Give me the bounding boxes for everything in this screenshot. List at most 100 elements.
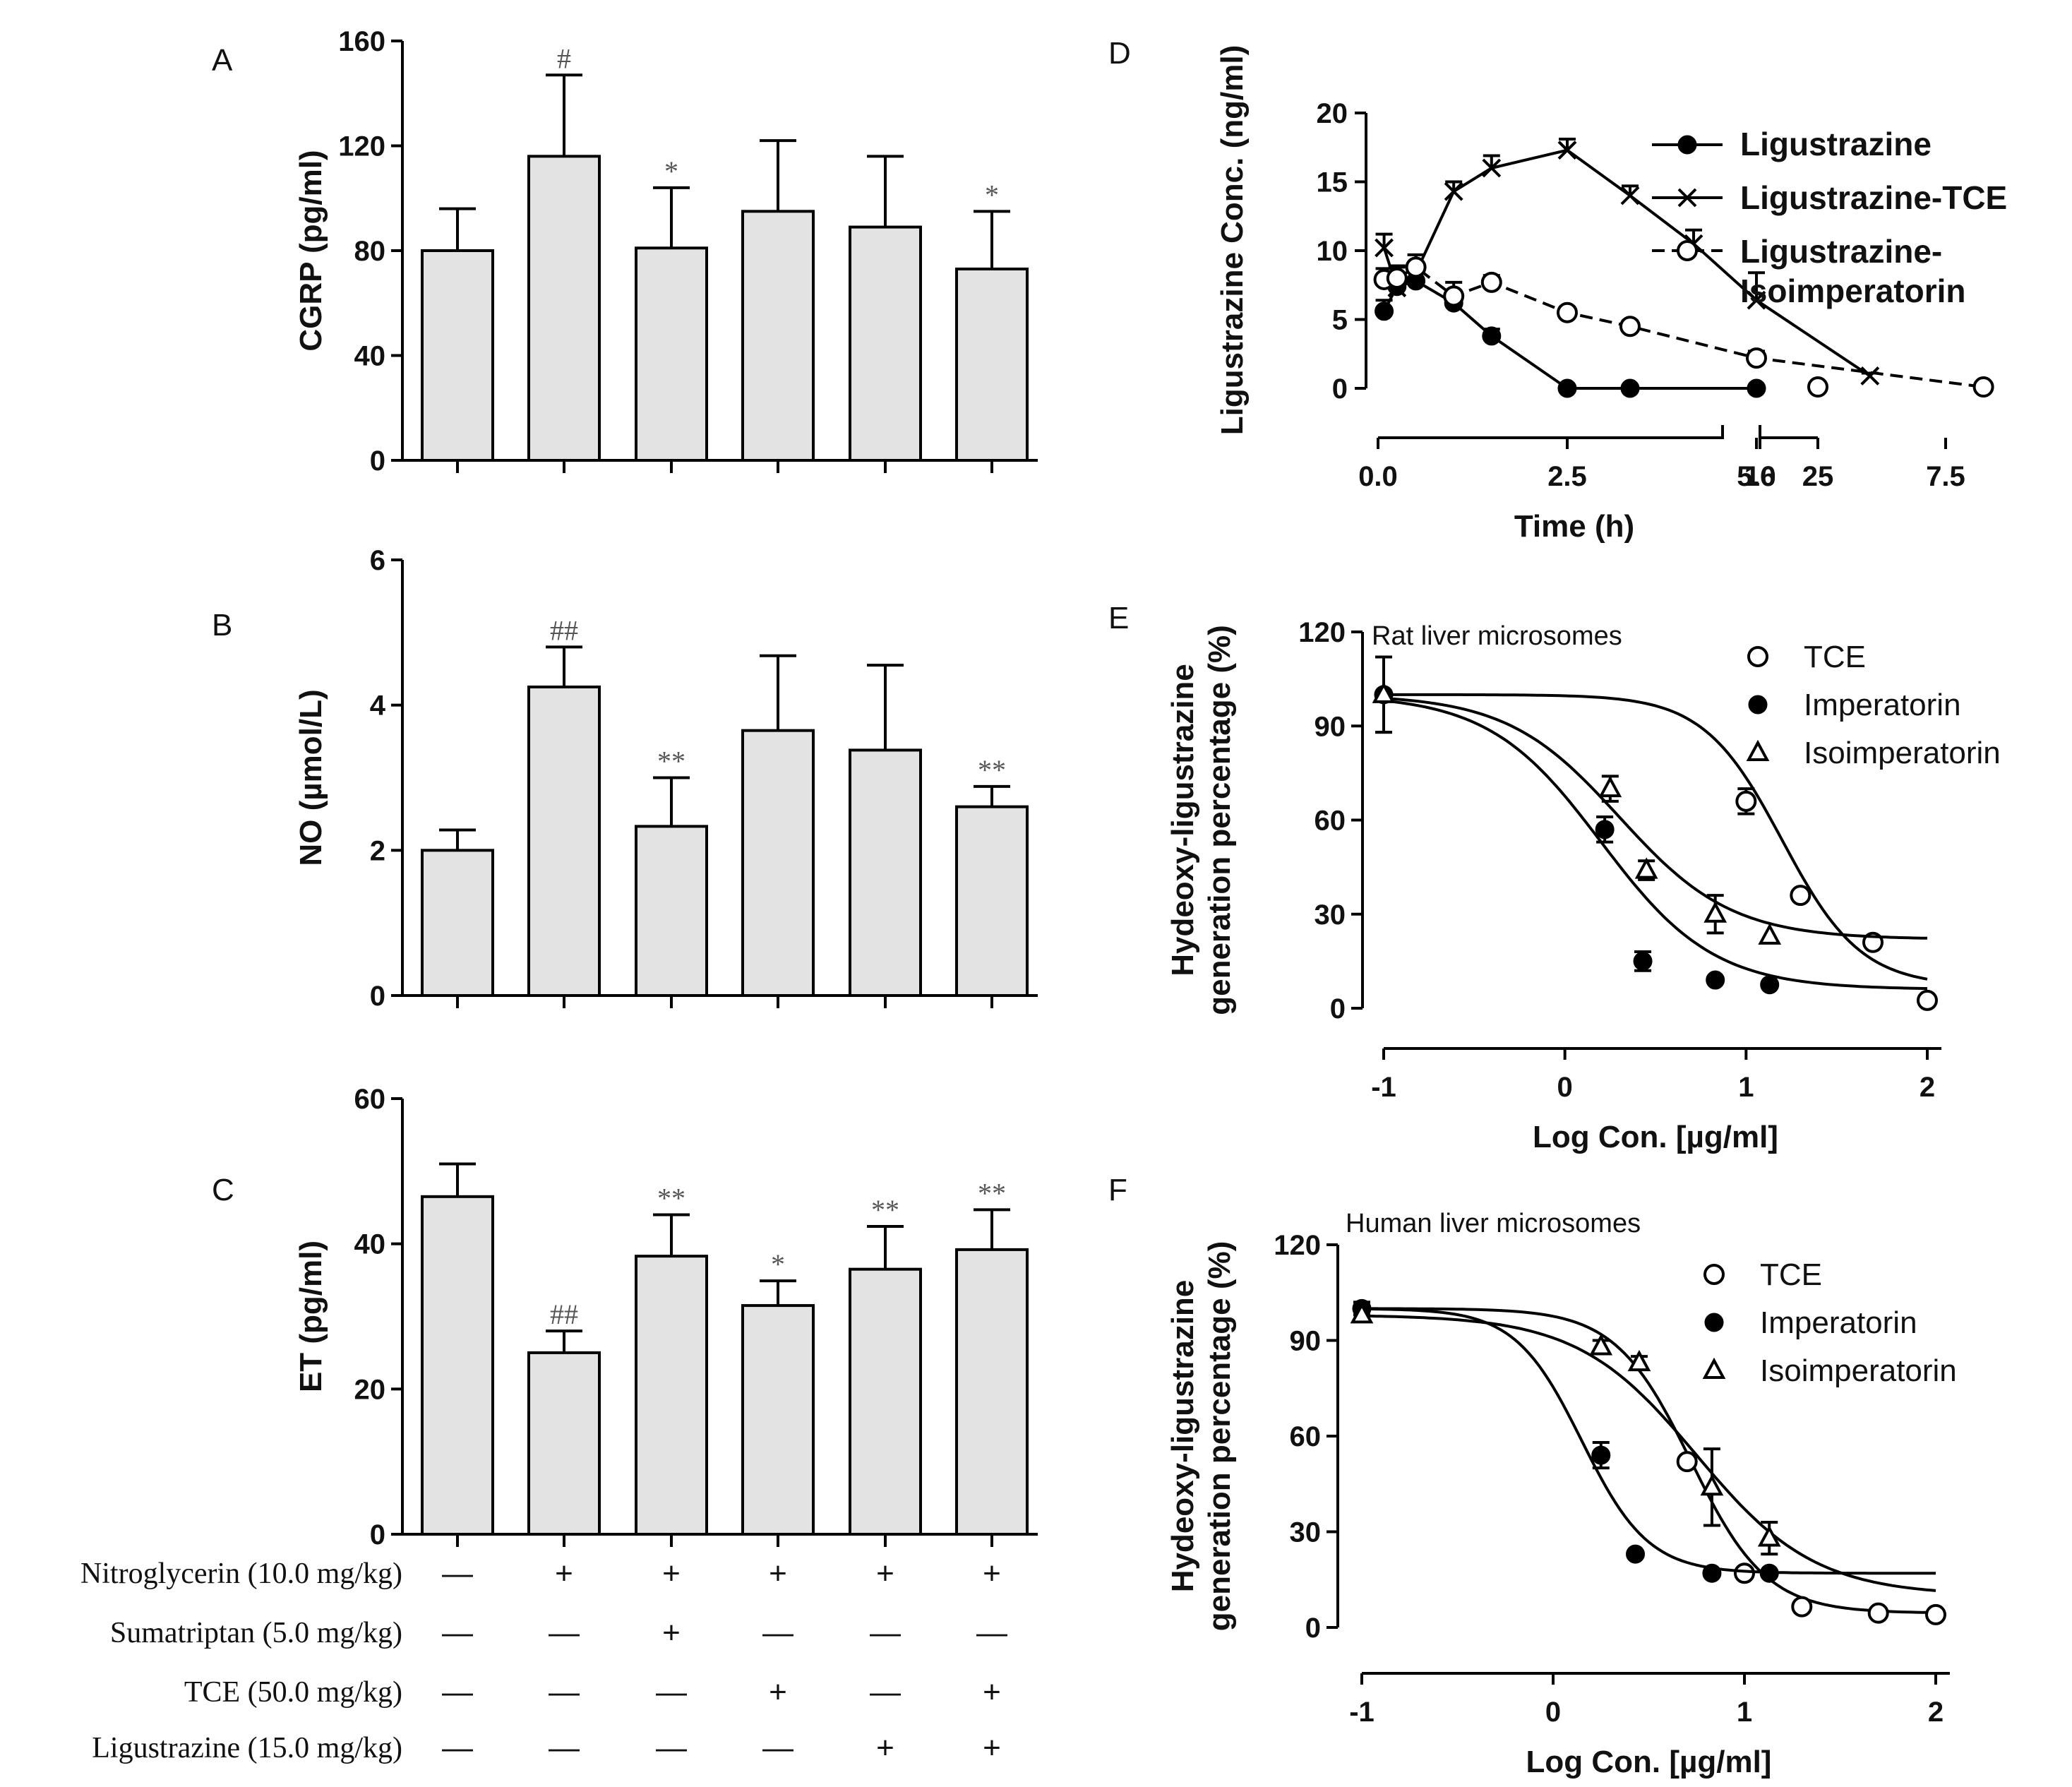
panel-e-legend-marker — [1748, 695, 1768, 715]
treatment-sign: — — [442, 1615, 473, 1650]
panel-a-significance-marker: * — [985, 179, 999, 210]
panel-e-y-axis-label: generation percentage (%) — [1202, 625, 1237, 1015]
panel-b-bar — [849, 748, 922, 997]
panel-d-data-point — [1807, 376, 1828, 398]
panel-e-subtitle: Rat liver microsomes — [1372, 621, 1622, 651]
panel-f-data-point — [1867, 1602, 1889, 1624]
treatment-label: TCE (50.0 mg/kg) — [184, 1676, 402, 1709]
panel-a-bar — [741, 210, 815, 462]
panel-d-x-tick-label: 0.0 — [1358, 461, 1398, 492]
panel-e-data-point — [1735, 790, 1757, 812]
panel-e-x-tick-label: 1 — [1738, 1072, 1754, 1103]
panel-f-data-point — [1591, 1445, 1611, 1465]
panel-b-y-tick-label: 4 — [370, 691, 386, 722]
panel-b-significance-marker: ## — [550, 614, 578, 646]
panel-d-legend-label-part: Ligustrazine- — [1740, 233, 1942, 270]
treatment-label: Ligustrazine (15.0 mg/kg) — [92, 1732, 402, 1764]
panel-e-data-point — [1917, 989, 1938, 1011]
panel-f-data-point — [1702, 1563, 1722, 1583]
panel-d-y-tick-label: 20 — [1317, 98, 1348, 129]
panel-label-b: B — [212, 608, 232, 643]
panel-label-c: C — [212, 1173, 234, 1207]
panel-f-data-point — [1791, 1596, 1813, 1618]
treatment-sign: + — [555, 1556, 573, 1591]
panel-b-bar — [421, 849, 494, 998]
panel-f-legend-marker — [1702, 1357, 1726, 1379]
treatment-sign: — — [656, 1675, 687, 1709]
panel-e-data-point — [1703, 901, 1727, 923]
treatment-sign: + — [983, 1731, 1001, 1765]
panel-d-legend-marker — [1677, 188, 1697, 208]
treatment-sign: + — [769, 1675, 787, 1709]
panel-f-y-axis-label: generation percentage (%) — [1202, 1241, 1237, 1632]
treatment-sign: + — [876, 1731, 894, 1765]
panel-e-data-point — [1633, 951, 1653, 971]
panel-f-y-tick-label: 120 — [1274, 1230, 1321, 1261]
treatment-sign: — — [762, 1731, 794, 1765]
panel-c-y-axis-label: ET (pg/ml) — [294, 1241, 328, 1392]
panel-e-legend-label: TCE — [1804, 640, 1866, 674]
panel-a-bar — [635, 246, 708, 462]
panel-f-x-axis-label: Log Con. [µg/ml] — [1526, 1745, 1772, 1779]
panel-c-bar — [635, 1255, 708, 1536]
panel-d-data-point — [1860, 366, 1880, 386]
panel-d-x-tick-label: 16 — [1744, 461, 1776, 492]
panel-c-bar — [955, 1248, 1029, 1536]
panel-c-bar — [527, 1351, 601, 1536]
panel-d-data-point — [1443, 285, 1465, 307]
treatment-sign: — — [870, 1675, 901, 1709]
panel-f-y-tick-label: 90 — [1290, 1326, 1322, 1357]
treatment-sign: — — [976, 1615, 1007, 1650]
panel-d-data-point — [1557, 141, 1577, 160]
panel-c-bar — [741, 1304, 815, 1536]
panel-e-legend-marker — [1746, 739, 1770, 761]
panel-d-x-tick-label: 2.5 — [1547, 461, 1587, 492]
panel-d-x-tick-label: 5.0 — [1737, 461, 1776, 492]
panel-f-x-tick-label: 2 — [1928, 1697, 1944, 1728]
treatment-sign: — — [549, 1615, 580, 1650]
panel-a-significance-marker: # — [557, 42, 571, 74]
panel-e-data-point — [1760, 975, 1780, 995]
panel-f-data-point — [1734, 1562, 1755, 1584]
panel-c-significance-marker: ## — [550, 1298, 578, 1330]
panel-e-data-point — [1598, 775, 1622, 798]
panel-d-y-tick-label: 5 — [1332, 305, 1348, 336]
panel-b-bar — [635, 825, 708, 997]
panel-f-data-point — [1589, 1334, 1613, 1356]
panel-b-bar — [741, 729, 815, 997]
treatment-sign: + — [876, 1556, 894, 1591]
panel-f-y-tick-label: 60 — [1290, 1421, 1322, 1452]
panel-e-y-tick-label: 60 — [1315, 806, 1346, 837]
panel-e-y-tick-label: 90 — [1315, 711, 1346, 742]
panel-b-significance-marker: ** — [978, 754, 1006, 786]
panel-e-data-point — [1706, 970, 1725, 990]
panel-f-x-tick-label: 1 — [1737, 1697, 1752, 1728]
treatment-sign: — — [442, 1675, 473, 1709]
panel-f-data-point — [1700, 1474, 1724, 1496]
panel-d-data-point — [1482, 326, 1502, 346]
panel-d-data-point — [1557, 301, 1578, 323]
panel-e-legend-label: Isoimperatorin — [1804, 736, 2001, 770]
panel-a-y-axis-label: CGRP (pg/ml) — [294, 150, 328, 351]
treatment-label: Sumatriptan (5.0 mg/kg) — [110, 1617, 402, 1649]
panel-d-x-tick-label: 25 — [1802, 461, 1834, 492]
panel-b-y-tick-label: 6 — [370, 545, 385, 576]
panel-f-y-tick-label: 30 — [1290, 1517, 1322, 1548]
panel-c-y-tick-label: 60 — [354, 1084, 386, 1115]
panel-e-x-tick-label: 0 — [1557, 1072, 1573, 1103]
treatment-sign: — — [442, 1556, 473, 1591]
panel-a-bar — [527, 155, 601, 462]
panel-f-y-tick-label: 0 — [1305, 1613, 1321, 1644]
panel-e-legend-label: Imperatorin — [1804, 688, 1961, 722]
treatment-sign: — — [549, 1731, 580, 1765]
panel-e-fit-curve — [1383, 699, 1928, 991]
treatment-sign: — — [442, 1731, 473, 1765]
panel-a-bar — [421, 249, 494, 462]
panel-e-data-point — [1595, 820, 1615, 839]
panel-a-bar — [955, 267, 1029, 462]
panel-a-bar-chart: 0 40 80 120 160 CGRP (pg/ml) # * * — [294, 26, 1038, 477]
treatment-sign: + — [662, 1556, 681, 1591]
panel-c-significance-marker: ** — [657, 1183, 685, 1214]
panel-a-y-tick-label: 40 — [354, 341, 386, 372]
